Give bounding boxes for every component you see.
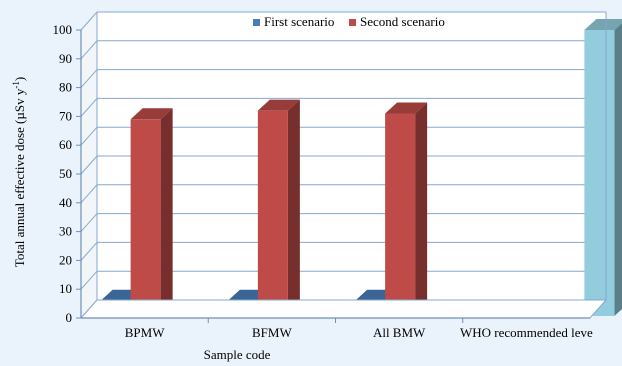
y-tick-label: 90 (59, 51, 72, 66)
legend: First scenario Second scenario (253, 14, 445, 29)
x-tick-labels: BPMW BFMW All BMW WHO recommended leve (125, 325, 593, 340)
bar-2-1 (385, 102, 428, 317)
y-tick-label: 50 (59, 166, 72, 181)
x-tick-label: All BMW (373, 325, 426, 340)
y-tick-label: 0 (66, 310, 73, 325)
bar-1-1 (257, 99, 300, 316)
bar-1-1-front (257, 110, 288, 316)
x-tick-label: BFMW (252, 325, 292, 340)
legend-swatch-second-scenario (349, 19, 356, 26)
y-axis-label-sup: -1 (11, 81, 21, 89)
bar-1-1-side (287, 99, 300, 316)
bar-3-2-side (614, 23, 622, 316)
bar-0-1-front (130, 119, 161, 316)
x-tick-label: WHO recommended leve (460, 325, 593, 340)
y-tick-label: 80 (59, 80, 72, 95)
legend-swatch-first-scenario (253, 19, 260, 26)
bar-3-2 (584, 19, 622, 316)
x-axis-label: Sample code (204, 347, 271, 362)
bar-1-1-top (257, 99, 300, 111)
y-tick-label: 40 (59, 195, 72, 210)
legend-label-first-scenario: First scenario (264, 14, 334, 29)
y-tick-label: 60 (59, 137, 72, 152)
bar-3-2-top (584, 19, 622, 30)
y-tick-label: 70 (59, 108, 72, 123)
y-axis-label: Total annual effective dose (µSv y-1) (11, 77, 27, 267)
bar-0-1-side (160, 108, 173, 316)
bar-0-1 (130, 108, 173, 316)
y-axis-label-close: ) (12, 77, 27, 81)
bar-2-1-side (415, 102, 428, 317)
bar-3-2-front (584, 30, 615, 316)
x-tick-label: BPMW (125, 325, 165, 340)
bar-0-1-top (130, 108, 173, 120)
legend-label-second-scenario: Second scenario (360, 14, 445, 29)
y-tick-labels: 0 10 20 30 40 50 60 70 80 90 100 (53, 22, 73, 325)
axes-group (76, 12, 608, 323)
plot-floor (79, 299, 608, 319)
bar-2-1-front (385, 113, 416, 317)
y-tick-label: 10 (59, 281, 72, 296)
y-tick-label: 20 (59, 252, 72, 267)
y-axis-label-main: Total annual effective dose (µSv y (12, 88, 27, 267)
bar-2-1-top (385, 102, 428, 114)
y-tick-label: 30 (59, 224, 72, 239)
y-tick-label: 100 (53, 22, 73, 37)
